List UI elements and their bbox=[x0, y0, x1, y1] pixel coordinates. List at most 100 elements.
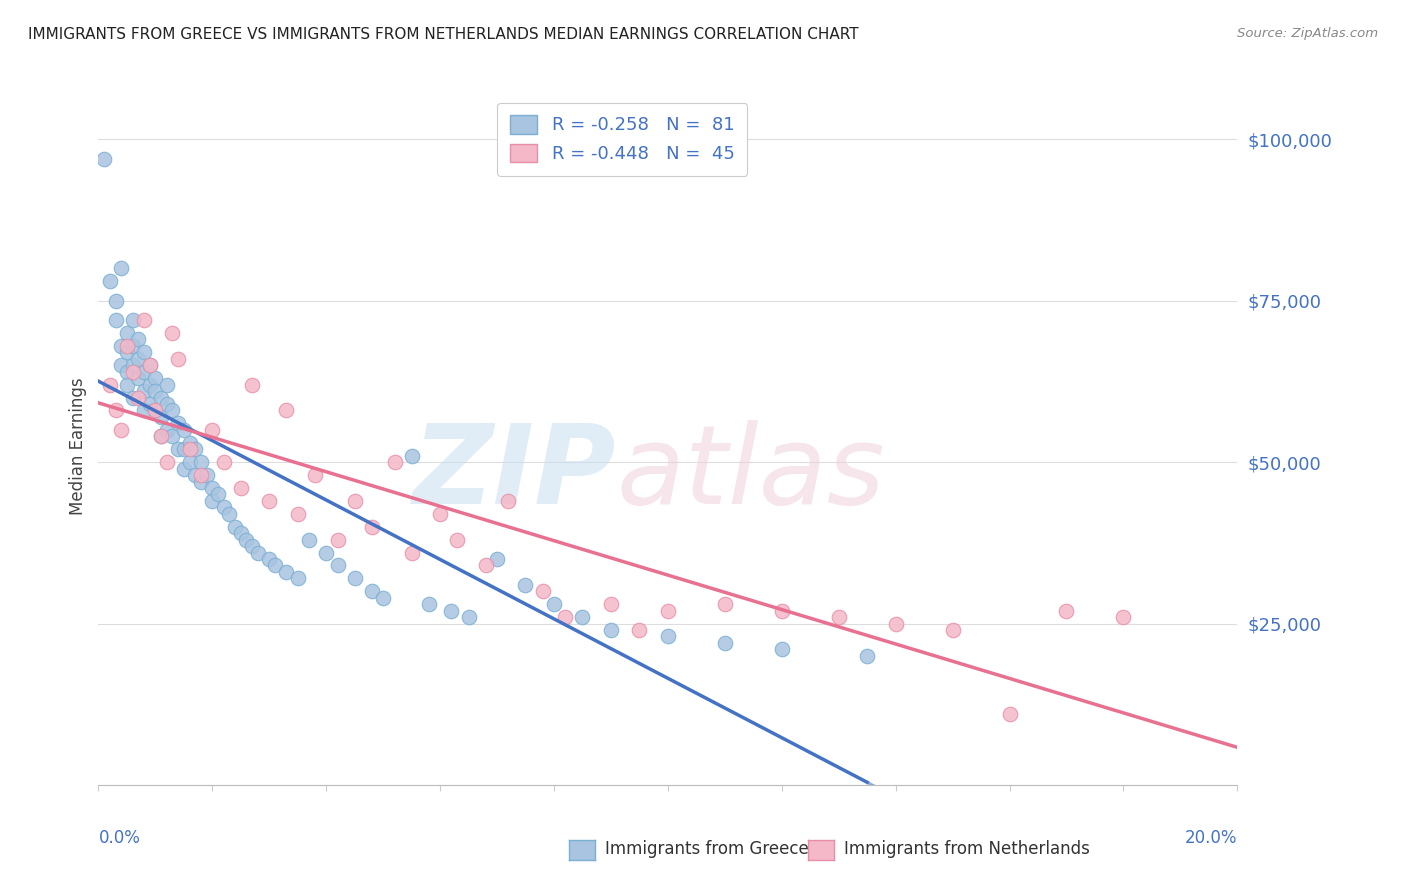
Point bbox=[150, 429, 173, 443]
Point bbox=[884, 616, 907, 631]
Point bbox=[531, 584, 554, 599]
Point bbox=[156, 377, 179, 392]
Point bbox=[132, 345, 155, 359]
Text: IMMIGRANTS FROM GREECE VS IMMIGRANTS FROM NETHERLANDS MEDIAN EARNINGS CORRELATIO: IMMIGRANTS FROM GREECE VS IMMIGRANTS FRO… bbox=[28, 27, 859, 42]
Point bbox=[714, 636, 737, 650]
Point bbox=[486, 552, 509, 566]
Point bbox=[201, 423, 224, 437]
Point bbox=[121, 313, 143, 327]
Point bbox=[224, 519, 246, 533]
Point bbox=[110, 423, 132, 437]
Point bbox=[212, 455, 235, 469]
Point bbox=[173, 442, 195, 457]
Point bbox=[246, 545, 269, 559]
Point bbox=[287, 571, 309, 585]
Point bbox=[173, 423, 195, 437]
Point bbox=[110, 261, 132, 276]
Point bbox=[184, 442, 207, 457]
Point bbox=[657, 630, 679, 644]
Point bbox=[498, 494, 520, 508]
Point bbox=[440, 604, 463, 618]
Point bbox=[127, 371, 149, 385]
Point bbox=[121, 365, 143, 379]
Point bbox=[132, 403, 155, 417]
Point bbox=[201, 494, 224, 508]
Point bbox=[942, 623, 965, 637]
Point bbox=[138, 359, 160, 373]
Point bbox=[315, 545, 337, 559]
Point bbox=[828, 610, 851, 624]
Point bbox=[373, 591, 395, 605]
Point bbox=[121, 339, 143, 353]
Point bbox=[190, 468, 212, 483]
Point bbox=[115, 326, 138, 340]
Point bbox=[145, 403, 167, 417]
Point bbox=[127, 351, 149, 366]
Point bbox=[98, 377, 121, 392]
Point bbox=[240, 377, 263, 392]
Point bbox=[770, 604, 793, 618]
Point bbox=[132, 313, 155, 327]
Point bbox=[401, 545, 423, 559]
Point bbox=[132, 365, 155, 379]
Point bbox=[93, 152, 115, 166]
Text: ZIP: ZIP bbox=[413, 419, 617, 526]
Point bbox=[156, 397, 179, 411]
Point bbox=[264, 558, 287, 573]
Point bbox=[115, 377, 138, 392]
Point bbox=[515, 578, 537, 592]
Point bbox=[1112, 610, 1135, 624]
Point bbox=[138, 359, 160, 373]
Point bbox=[115, 345, 138, 359]
Point bbox=[145, 384, 167, 398]
Point bbox=[162, 403, 184, 417]
Point bbox=[600, 623, 623, 637]
Point bbox=[179, 455, 201, 469]
Point bbox=[429, 507, 451, 521]
Point bbox=[856, 648, 879, 663]
Point bbox=[554, 610, 576, 624]
Point bbox=[326, 533, 349, 547]
Point bbox=[628, 623, 651, 637]
Point bbox=[229, 526, 252, 541]
Point bbox=[104, 313, 127, 327]
Point bbox=[304, 468, 326, 483]
Point bbox=[150, 429, 173, 443]
Text: 20.0%: 20.0% bbox=[1185, 829, 1237, 847]
Point bbox=[201, 481, 224, 495]
Point bbox=[326, 558, 349, 573]
Point bbox=[998, 706, 1021, 721]
Point bbox=[276, 565, 298, 579]
Point bbox=[474, 558, 496, 573]
Text: Immigrants from Greece: Immigrants from Greece bbox=[605, 840, 808, 858]
Point bbox=[240, 539, 263, 553]
Point bbox=[343, 494, 366, 508]
Point bbox=[190, 475, 212, 489]
Text: Source: ZipAtlas.com: Source: ZipAtlas.com bbox=[1237, 27, 1378, 40]
Point bbox=[770, 642, 793, 657]
Point bbox=[110, 339, 132, 353]
Point bbox=[1056, 604, 1078, 618]
Legend: R = -0.258   N =  81, R = -0.448   N =  45: R = -0.258 N = 81, R = -0.448 N = 45 bbox=[498, 103, 747, 176]
Point bbox=[543, 597, 565, 611]
Point bbox=[276, 403, 298, 417]
Y-axis label: Median Earnings: Median Earnings bbox=[69, 377, 87, 515]
Point bbox=[600, 597, 623, 611]
Point bbox=[138, 377, 160, 392]
Point bbox=[457, 610, 479, 624]
Point bbox=[207, 487, 229, 501]
Point bbox=[145, 371, 167, 385]
Point bbox=[179, 442, 201, 457]
Point bbox=[571, 610, 593, 624]
Point bbox=[104, 293, 127, 308]
Point bbox=[121, 391, 143, 405]
Point bbox=[121, 359, 143, 373]
Point bbox=[418, 597, 440, 611]
Text: 0.0%: 0.0% bbox=[98, 829, 141, 847]
Point bbox=[98, 274, 121, 288]
Point bbox=[235, 533, 257, 547]
Point bbox=[138, 397, 160, 411]
Point bbox=[145, 403, 167, 417]
Point bbox=[167, 351, 190, 366]
Point bbox=[195, 468, 218, 483]
